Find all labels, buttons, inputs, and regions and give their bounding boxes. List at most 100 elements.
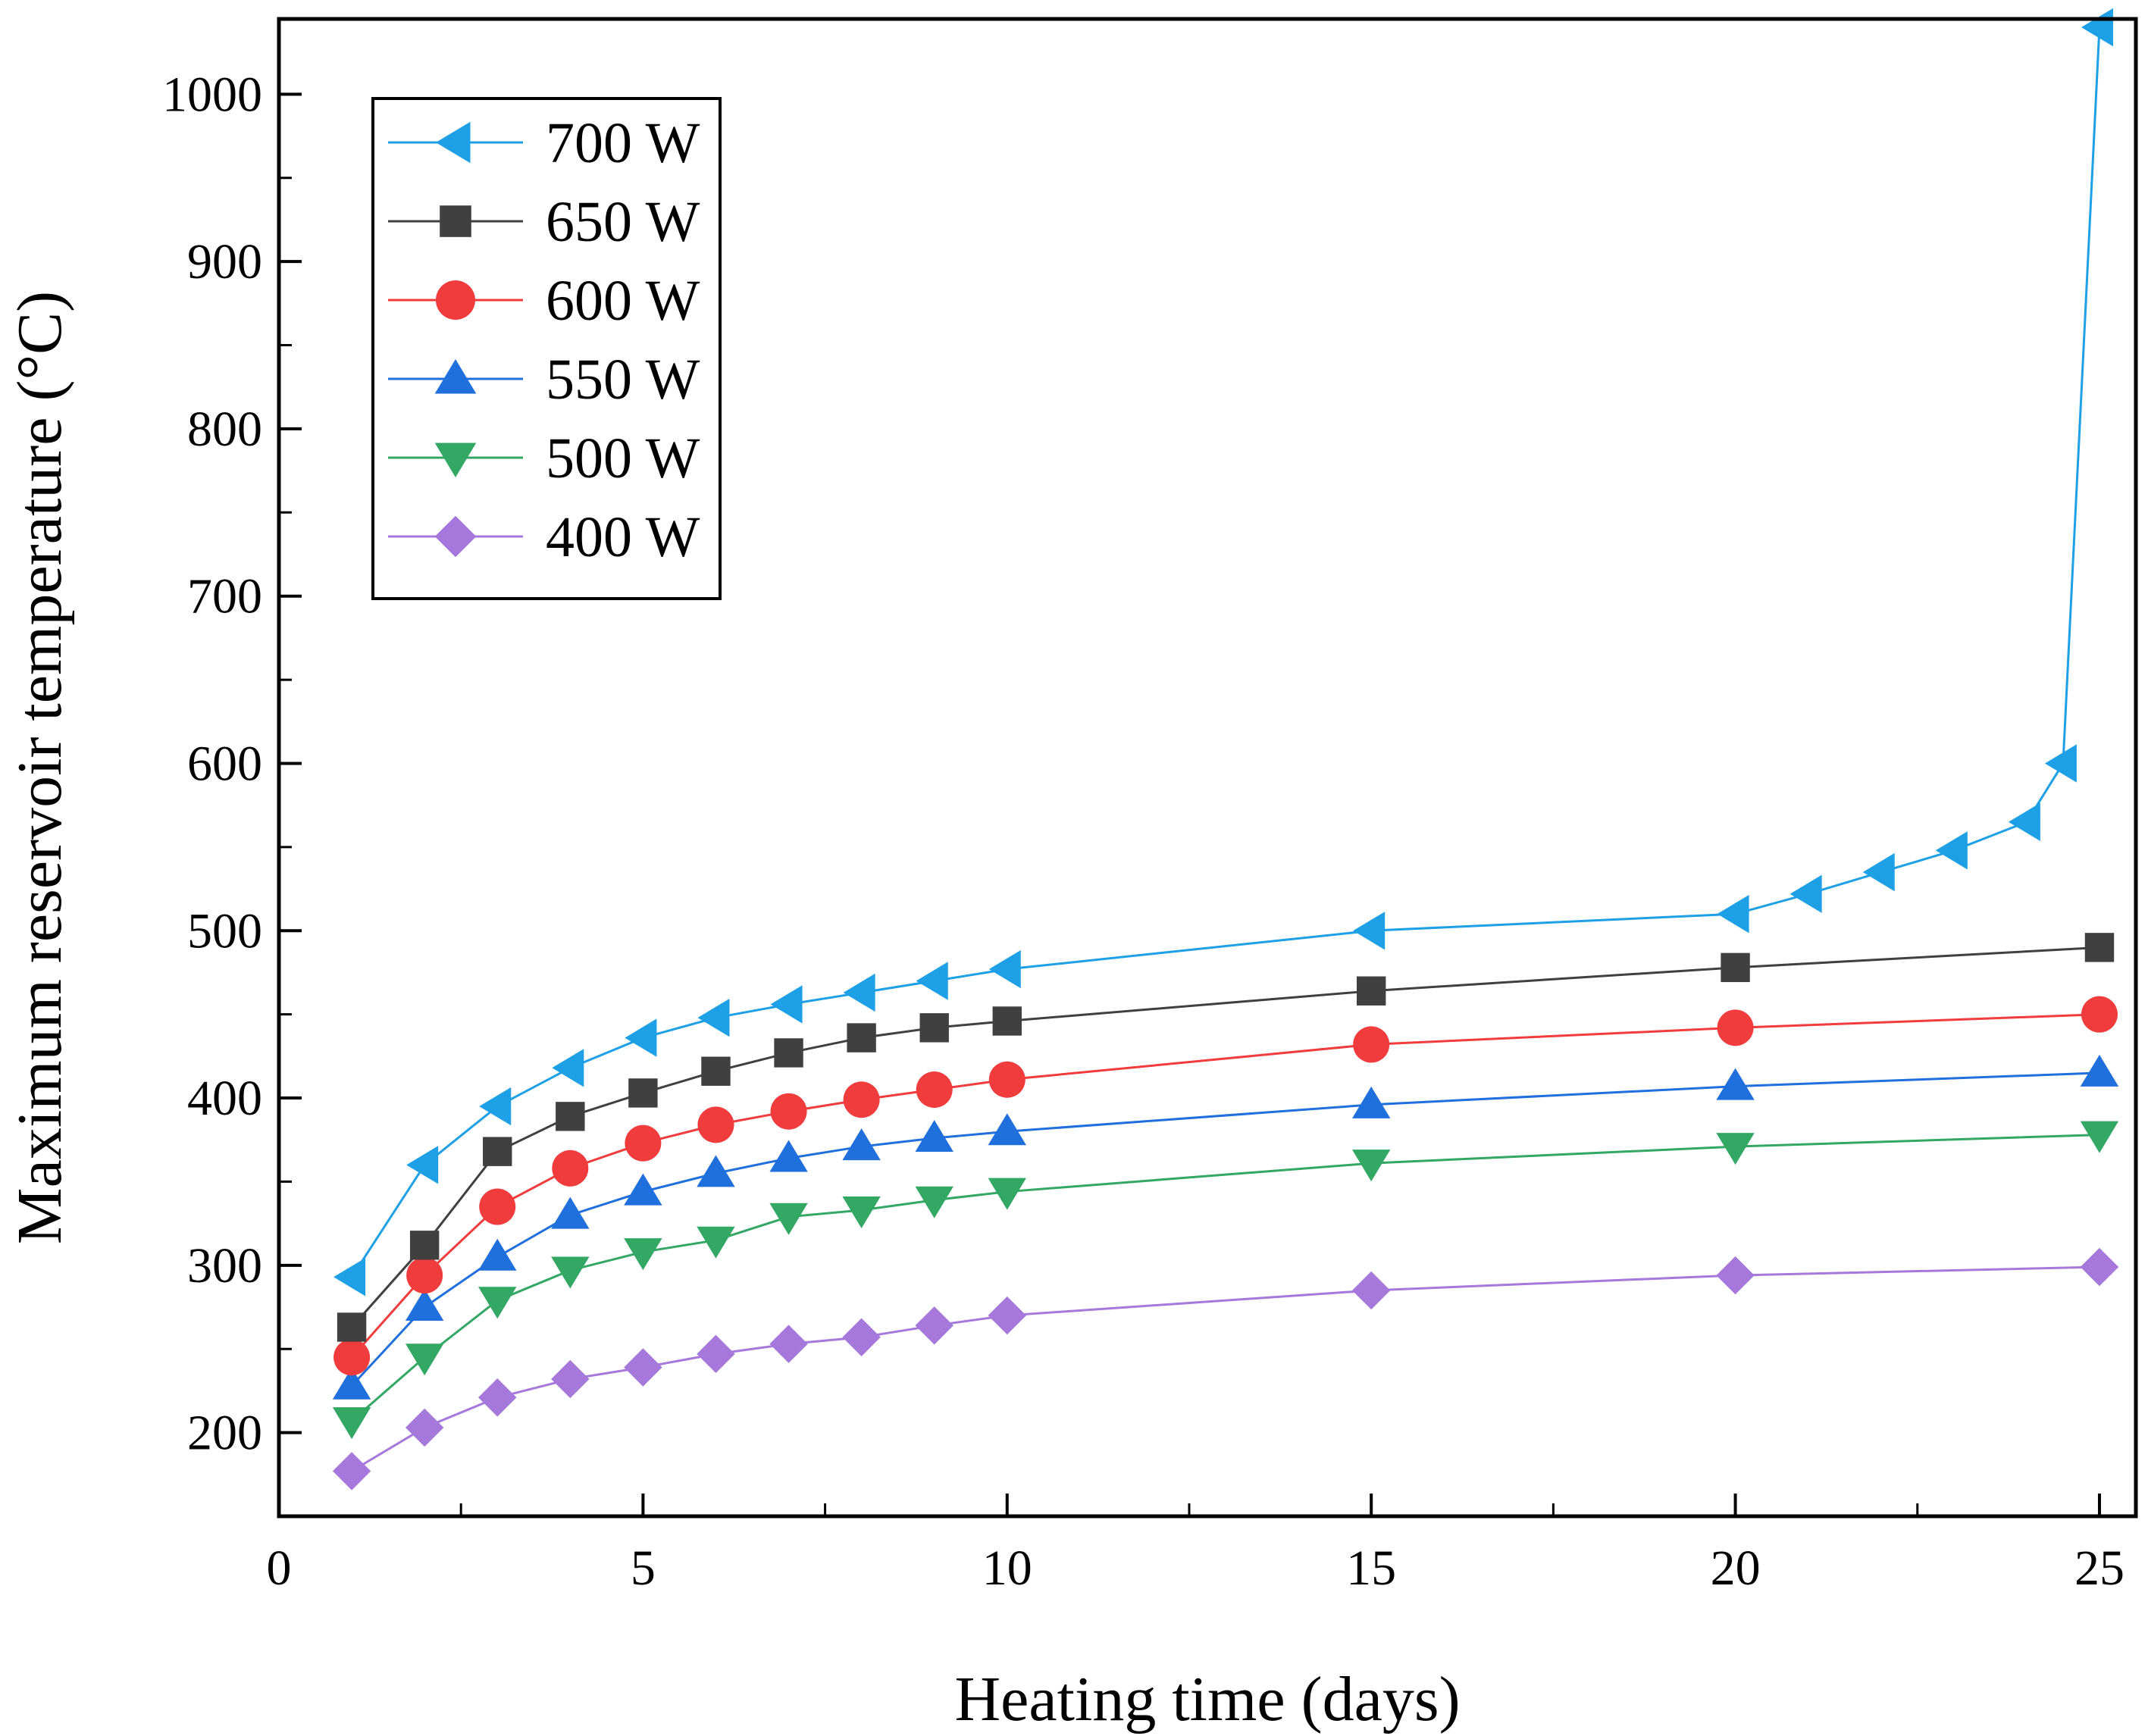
- data-point: [1862, 852, 1895, 892]
- data-point: [1721, 952, 1750, 983]
- series-line: [351, 1134, 2100, 1422]
- data-point: [843, 1081, 880, 1118]
- data-point: [479, 1188, 516, 1225]
- data-point: [916, 1071, 953, 1109]
- y-tick-label: 300: [187, 1238, 262, 1293]
- y-axis-title: Maximum reservoir temperature (°C): [5, 291, 75, 1244]
- data-point: [988, 1061, 1025, 1098]
- data-point: [1716, 1068, 1755, 1100]
- data-point: [405, 1408, 444, 1447]
- data-point: [479, 1087, 512, 1126]
- data-point: [332, 1407, 371, 1440]
- series-line: [350, 1013, 2100, 1359]
- data-point: [842, 1318, 881, 1356]
- y-tick-label: 900: [187, 234, 262, 289]
- data-point: [988, 1113, 1026, 1146]
- data-point: [842, 1196, 881, 1228]
- y-tick-label: 500: [187, 903, 262, 959]
- x-tick-label: 20: [1711, 1541, 1761, 1596]
- x-tick-label: 0: [267, 1541, 292, 1596]
- data-point: [842, 1128, 881, 1161]
- data-point: [1789, 874, 1822, 913]
- y-tick-label: 800: [187, 402, 262, 457]
- legend-label: 700 W: [546, 111, 700, 175]
- legend-marker: [434, 515, 477, 558]
- data-point: [2080, 1121, 2119, 1153]
- data-point: [1935, 831, 1968, 870]
- y-tick-label: 700: [187, 569, 262, 624]
- data-point: [551, 1359, 590, 1399]
- data-point: [988, 1178, 1026, 1210]
- data-point: [625, 1018, 657, 1057]
- data-point: [770, 985, 803, 1024]
- series-line: [350, 946, 2100, 1328]
- legend-item: 600 W: [388, 269, 700, 333]
- x-axis-title: Heating time (days): [954, 1664, 1460, 1734]
- data-point: [1716, 1256, 1755, 1295]
- legend-label: 500 W: [546, 427, 700, 490]
- data-point: [1353, 1026, 1390, 1063]
- data-point: [332, 1367, 371, 1400]
- data-point: [2080, 1247, 2119, 1287]
- y-tick-label: 600: [187, 736, 262, 791]
- data-point: [1351, 1086, 1391, 1118]
- data-point: [551, 1256, 590, 1289]
- data-point: [916, 962, 948, 1000]
- legend-box: [371, 97, 722, 600]
- minor-ticks: [279, 177, 1919, 1516]
- data-point: [406, 1146, 439, 1184]
- data-point: [1716, 1133, 1755, 1165]
- series-600-w: [333, 996, 2118, 1376]
- data-point: [483, 1137, 512, 1166]
- data-point: [915, 1120, 953, 1153]
- data-point: [1717, 894, 1749, 934]
- data-point: [701, 1056, 731, 1086]
- legend-label: 550 W: [546, 348, 700, 411]
- data-point: [2044, 744, 2077, 783]
- legend-marker: [436, 121, 471, 164]
- legend-label: 600 W: [546, 269, 700, 333]
- data-point: [333, 1339, 371, 1376]
- data-point: [915, 1186, 953, 1218]
- series-500-w: [332, 1121, 2119, 1440]
- data-point: [1351, 1150, 1391, 1182]
- data-point: [624, 1348, 662, 1387]
- data-point: [556, 1102, 585, 1131]
- data-point: [769, 1140, 808, 1172]
- series-line: [351, 1265, 2099, 1472]
- data-point: [333, 1258, 366, 1297]
- data-point: [337, 1312, 367, 1342]
- data-point: [551, 1196, 590, 1229]
- legend-marker: [434, 443, 477, 477]
- data-point: [915, 1306, 953, 1345]
- legend-item: 700 W: [388, 111, 700, 175]
- plot-frame: [277, 17, 2138, 1519]
- legend-marker: [440, 205, 471, 237]
- y-tick-label: 200: [187, 1406, 262, 1461]
- data-point: [624, 1238, 662, 1271]
- legend: 700 W 650 W 600 W 550 W 500 W 400 W: [371, 97, 722, 600]
- data-point: [628, 1078, 658, 1108]
- data-point: [1717, 1009, 1754, 1046]
- data-point: [332, 1452, 371, 1490]
- data-point: [2081, 996, 2118, 1033]
- legend-item: 550 W: [388, 348, 700, 411]
- legend-label: 650 W: [546, 190, 700, 254]
- data-point: [1353, 912, 1386, 950]
- series-650-w: [337, 933, 2115, 1342]
- data-point: [919, 1013, 949, 1043]
- data-point: [2081, 8, 2113, 47]
- data-point: [697, 1106, 734, 1143]
- data-point: [2084, 933, 2115, 962]
- data-point: [478, 1378, 517, 1417]
- data-point: [1351, 1271, 1391, 1310]
- axes: 0 5 10 15 20 25 200 300 400 500 600 700 800 900 1000: [162, 67, 2125, 1596]
- data-point: [552, 1150, 589, 1187]
- data-point: [478, 1287, 517, 1319]
- data-point: [774, 1038, 803, 1068]
- data-point: [405, 1343, 444, 1376]
- data-point: [405, 1289, 444, 1322]
- data-point: [843, 973, 875, 1012]
- data-point: [988, 1296, 1026, 1335]
